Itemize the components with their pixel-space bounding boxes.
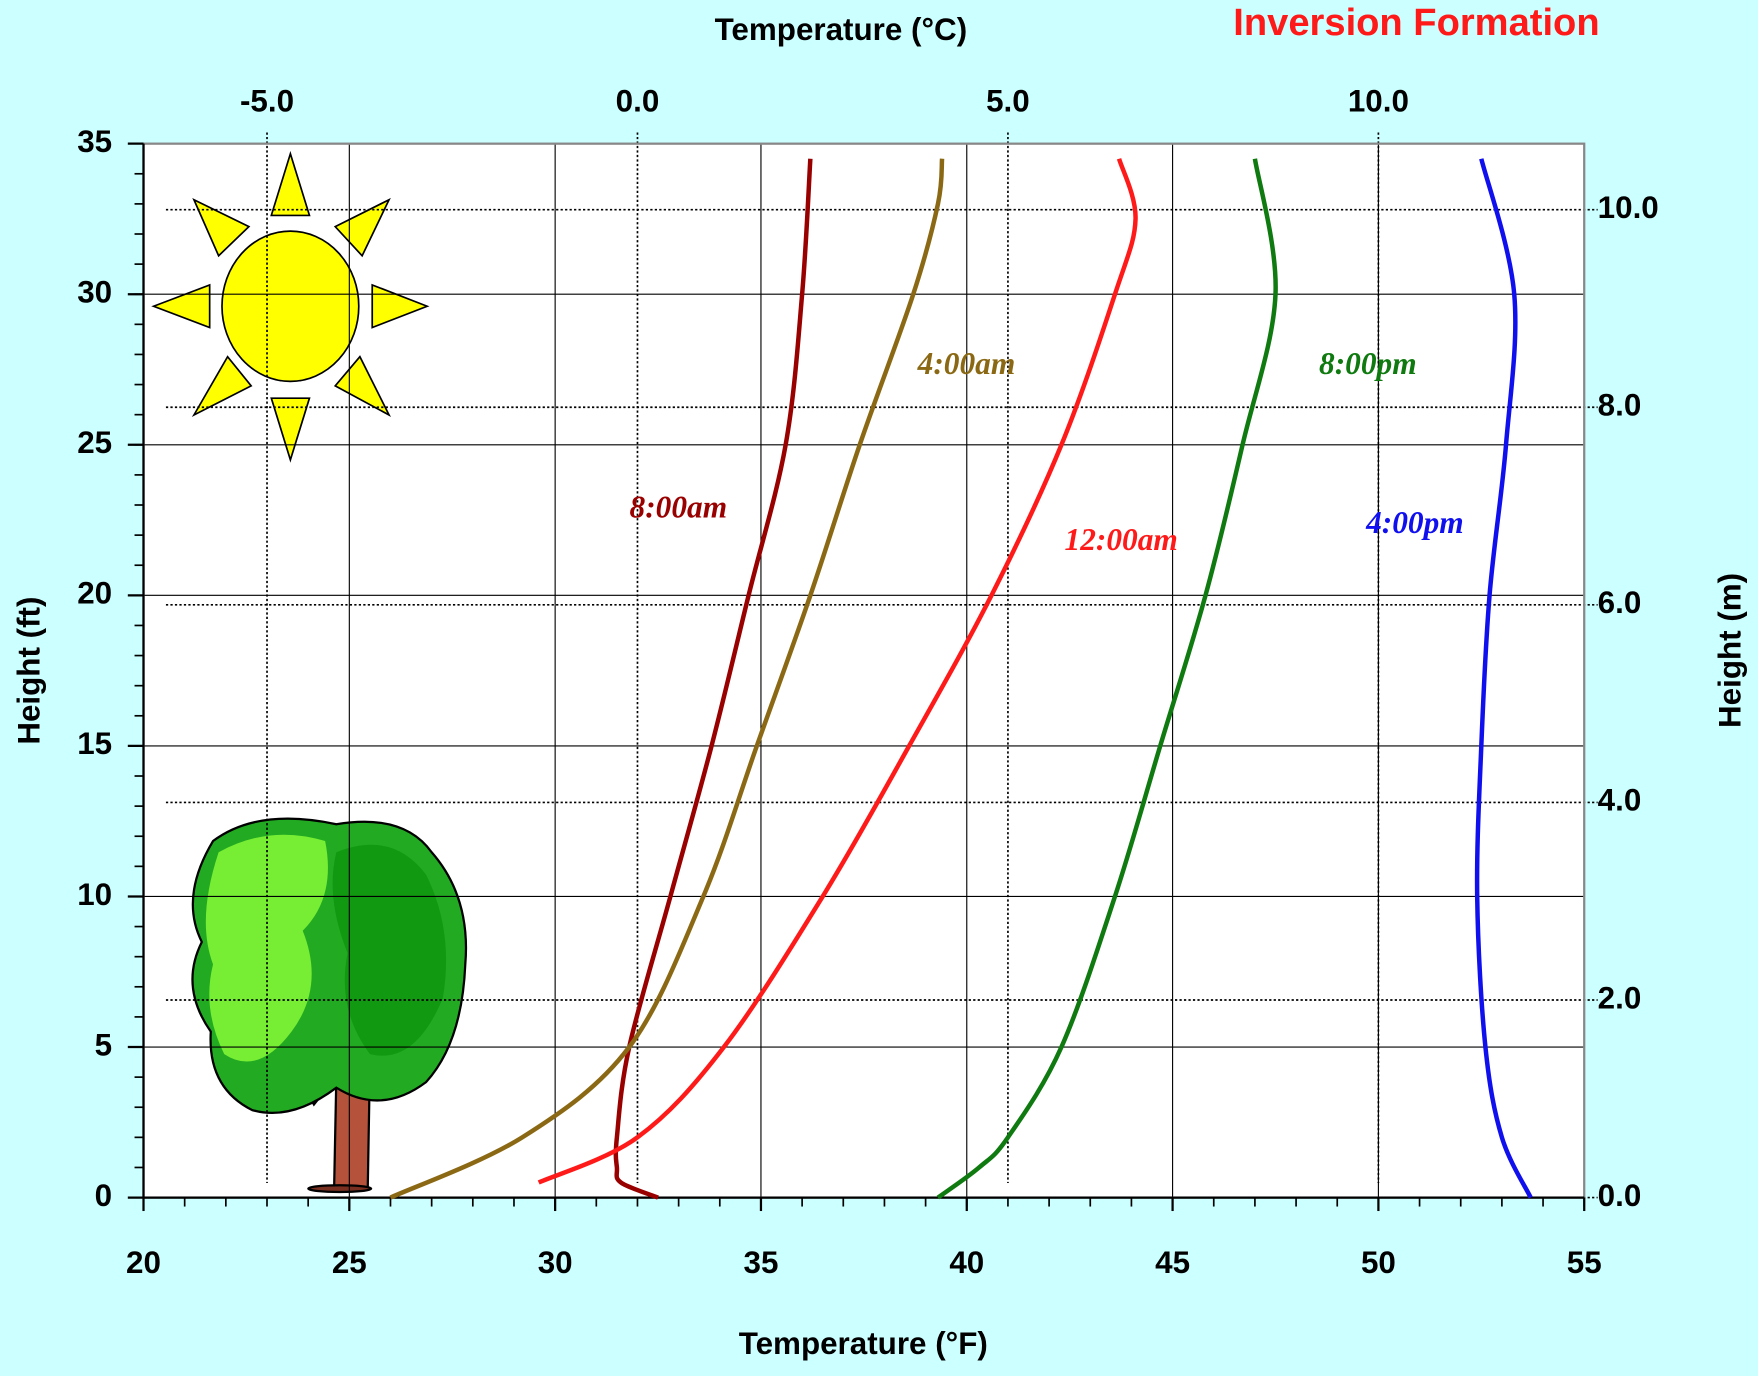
y-tick-label: 25: [77, 425, 112, 460]
series-label: 12:00am: [1065, 522, 1178, 557]
y2-tick-label: 0.0: [1598, 1178, 1642, 1213]
x2-tick-label: 10.0: [1348, 84, 1409, 119]
x-tick-label: 45: [1155, 1245, 1190, 1280]
series-label: 4:00pm: [1365, 505, 1464, 540]
x-tick-label: 20: [126, 1245, 161, 1280]
y2-tick-label: 2.0: [1598, 980, 1642, 1015]
x2-axis-title: Temperature (°C): [715, 12, 968, 47]
series-label: 8:00am: [630, 489, 728, 524]
y2-tick-label: 10.0: [1598, 190, 1659, 225]
x2-tick-label: 5.0: [986, 84, 1030, 119]
x-tick-label: 40: [949, 1245, 984, 1280]
chart-title: Inversion Formation: [1233, 2, 1599, 44]
y-tick-label: 5: [95, 1027, 112, 1062]
x-tick-label: 35: [744, 1245, 779, 1280]
x2-tick-label: 0.0: [616, 84, 660, 119]
x-tick-label: 55: [1567, 1245, 1602, 1280]
series-label: 8:00pm: [1319, 346, 1417, 381]
x-tick-label: 30: [538, 1245, 573, 1280]
y2-tick-label: 8.0: [1598, 388, 1642, 423]
x-axis-title: Temperature (°F): [739, 1326, 988, 1361]
page: Inversion Formation Temperature (°C) Tem…: [0, 0, 1758, 1376]
y-tick-label: 20: [77, 576, 112, 611]
x2-tick-label: -5.0: [240, 84, 294, 119]
x-tick-label: 25: [332, 1245, 367, 1280]
series-label: 4:00am: [917, 346, 1016, 381]
y-tick-label: 0: [95, 1178, 112, 1213]
y-tick-label: 10: [77, 877, 112, 912]
chart: Inversion Formation Temperature (°C) Tem…: [0, 0, 1758, 1376]
x-tick-label: 50: [1361, 1245, 1396, 1280]
y2-axis-title: Height (m): [1713, 573, 1748, 728]
y-tick-label: 35: [77, 124, 112, 159]
y2-tick-label: 4.0: [1598, 783, 1642, 818]
y-tick-label: 30: [77, 275, 112, 310]
y2-tick-label: 6.0: [1598, 585, 1642, 620]
y-tick-label: 15: [77, 726, 112, 761]
y-axis-title: Height (ft): [12, 597, 47, 745]
